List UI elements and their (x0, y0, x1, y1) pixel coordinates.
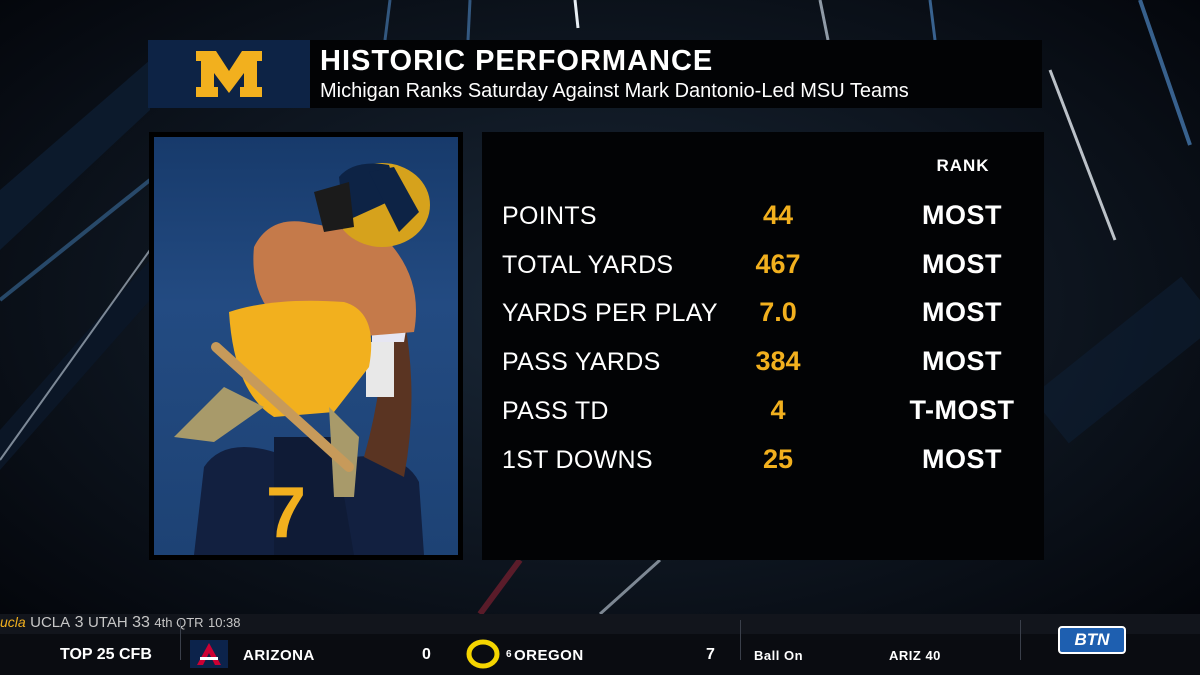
stat-rank: T-MOST (909, 395, 1015, 425)
ball-spot: ARIZ 40 (889, 648, 941, 663)
btn-network-logo: BTN (1058, 626, 1126, 654)
team1-name: ARIZONA (243, 647, 315, 664)
player-trophy-illustration: 7 (174, 163, 430, 555)
stat-value: 467 (755, 249, 801, 279)
stat-value: 25 (762, 444, 794, 474)
prev-clock: 10:38 (207, 615, 241, 630)
stat-label: PASS YARDS (502, 348, 661, 376)
graphic-title: HISTORIC PERFORMANCE (320, 45, 714, 77)
prev-team2-name: UTAH (87, 614, 128, 631)
ticker-divider (1020, 620, 1021, 660)
jersey-number: 7 (266, 473, 306, 553)
michigan-logo (148, 40, 310, 108)
stat-label: TOTAL YARDS (502, 251, 674, 279)
team2-rank: 6 (506, 649, 512, 660)
team1-score: 0 (422, 646, 431, 663)
title-box: HISTORIC PERFORMANCE Michigan Ranks Satu… (310, 40, 1042, 108)
stat-row-points: POINTS 44 MOST (482, 198, 1044, 238)
stat-rank: MOST (922, 297, 1002, 327)
stat-label: PASS TD (502, 397, 609, 425)
ticker-title: TOP 25 CFB (60, 646, 152, 663)
stat-value: 4 (770, 395, 786, 425)
rank-column-header: RANK (936, 156, 990, 175)
stat-rank: MOST (922, 200, 1002, 230)
stat-row-pass-td: PASS TD 4 T-MOST (482, 393, 1044, 433)
stat-row-total-yards: TOTAL YARDS 467 MOST (482, 247, 1044, 287)
graphic-subtitle: Michigan Ranks Saturday Against Mark Dan… (320, 80, 909, 102)
stat-row-yards-per-play: YARDS PER PLAY 7.0 MOST (482, 295, 1044, 335)
arizona-logo-icon (190, 640, 228, 668)
ticker-divider (740, 620, 741, 660)
stat-row-first-downs: 1ST DOWNS 25 MOST (482, 442, 1044, 482)
prev-status: 4th QTR (154, 615, 204, 630)
stat-rank: MOST (922, 444, 1002, 474)
prev-team1-name: UCLA (30, 614, 71, 631)
team2-name: OREGON (514, 647, 584, 664)
oregon-logo-icon (466, 639, 500, 669)
stats-panel: RANK POINTS 44 MOST TOTAL YARDS 467 MOST… (482, 132, 1044, 560)
prev-team1-score: 3 (74, 614, 84, 631)
stat-rank: MOST (922, 346, 1002, 376)
ticker-previous-game: ucla UCLA 3 UTAH 33 4th QTR 10:38 (0, 614, 1200, 634)
graphic-header: HISTORIC PERFORMANCE Michigan Ranks Satu… (148, 40, 1042, 108)
stat-rank: MOST (922, 249, 1002, 279)
prev-team2-score: 33 (132, 614, 150, 631)
stat-value: 44 (762, 200, 794, 230)
stat-row-pass-yards: PASS YARDS 384 MOST (482, 344, 1044, 384)
ucla-logo: ucla (0, 614, 26, 630)
stat-label: POINTS (502, 202, 597, 230)
player-photo: 7 (154, 137, 458, 555)
stat-value: 384 (755, 346, 801, 376)
game-status: Ball On (754, 648, 804, 663)
ticker-divider (180, 620, 181, 660)
stat-value: 7.0 (759, 297, 797, 327)
stat-label: 1ST DOWNS (502, 446, 653, 474)
stat-label: YARDS PER PLAY (502, 299, 718, 327)
block-m-icon (196, 51, 262, 97)
team2-score: 7 (706, 646, 715, 663)
score-ticker: TOP 25 CFB ARIZONA 0 6 OREGON 7 Ball On … (0, 634, 1200, 675)
